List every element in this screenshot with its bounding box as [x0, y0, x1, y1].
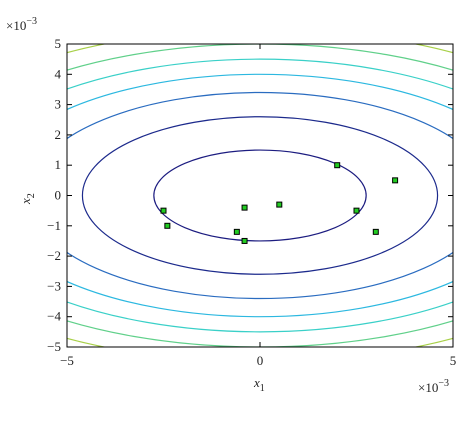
x-label-text: x: [253, 375, 260, 390]
y-label-text: x: [18, 198, 33, 205]
y-tick-label: −1: [47, 218, 61, 233]
y-tick-label: 3: [55, 97, 62, 112]
point: [233, 228, 240, 235]
y-tick-label: −5: [47, 339, 61, 354]
contour-line: [0, 0, 474, 411]
y-tick-label: 5: [55, 36, 62, 51]
y-exponent: ×10−3: [6, 16, 37, 33]
y-tick-label: −2: [47, 248, 61, 263]
contour-line: [153, 149, 367, 242]
y-axis-label: x2: [18, 193, 37, 205]
point: [276, 201, 283, 208]
contour-line: [67, 91, 453, 300]
y-tick-label: −4: [47, 309, 61, 324]
point: [160, 207, 167, 214]
point: [392, 177, 399, 184]
y-tick-label: 0: [55, 188, 62, 203]
point: [241, 204, 248, 211]
contour-line: [67, 58, 453, 333]
y-tick-label: 4: [55, 66, 62, 81]
x-label-sub: 1: [260, 383, 265, 394]
contour-line: [67, 73, 453, 318]
x-exponent: ×10−3: [418, 378, 449, 395]
x-tick-label: −5: [60, 353, 74, 368]
point: [372, 228, 379, 235]
x-exponent-power: −3: [438, 378, 449, 389]
point: [164, 222, 171, 229]
contour-line: [81, 116, 439, 275]
x-exponent-base: ×10: [418, 380, 438, 395]
point: [334, 162, 341, 169]
y-label-sub: 2: [26, 193, 37, 198]
point: [241, 237, 248, 244]
point: [353, 207, 360, 214]
y-exponent-power: −3: [26, 16, 37, 27]
y-tick-label: −3: [47, 278, 61, 293]
y-tick-label: 1: [55, 157, 62, 172]
x-axis-label: x1: [253, 375, 265, 394]
x-tick-label: 5: [450, 353, 457, 368]
x-tick-label: 0: [257, 353, 264, 368]
y-tick-label: 2: [55, 127, 62, 142]
y-exponent-base: ×10: [6, 18, 26, 33]
